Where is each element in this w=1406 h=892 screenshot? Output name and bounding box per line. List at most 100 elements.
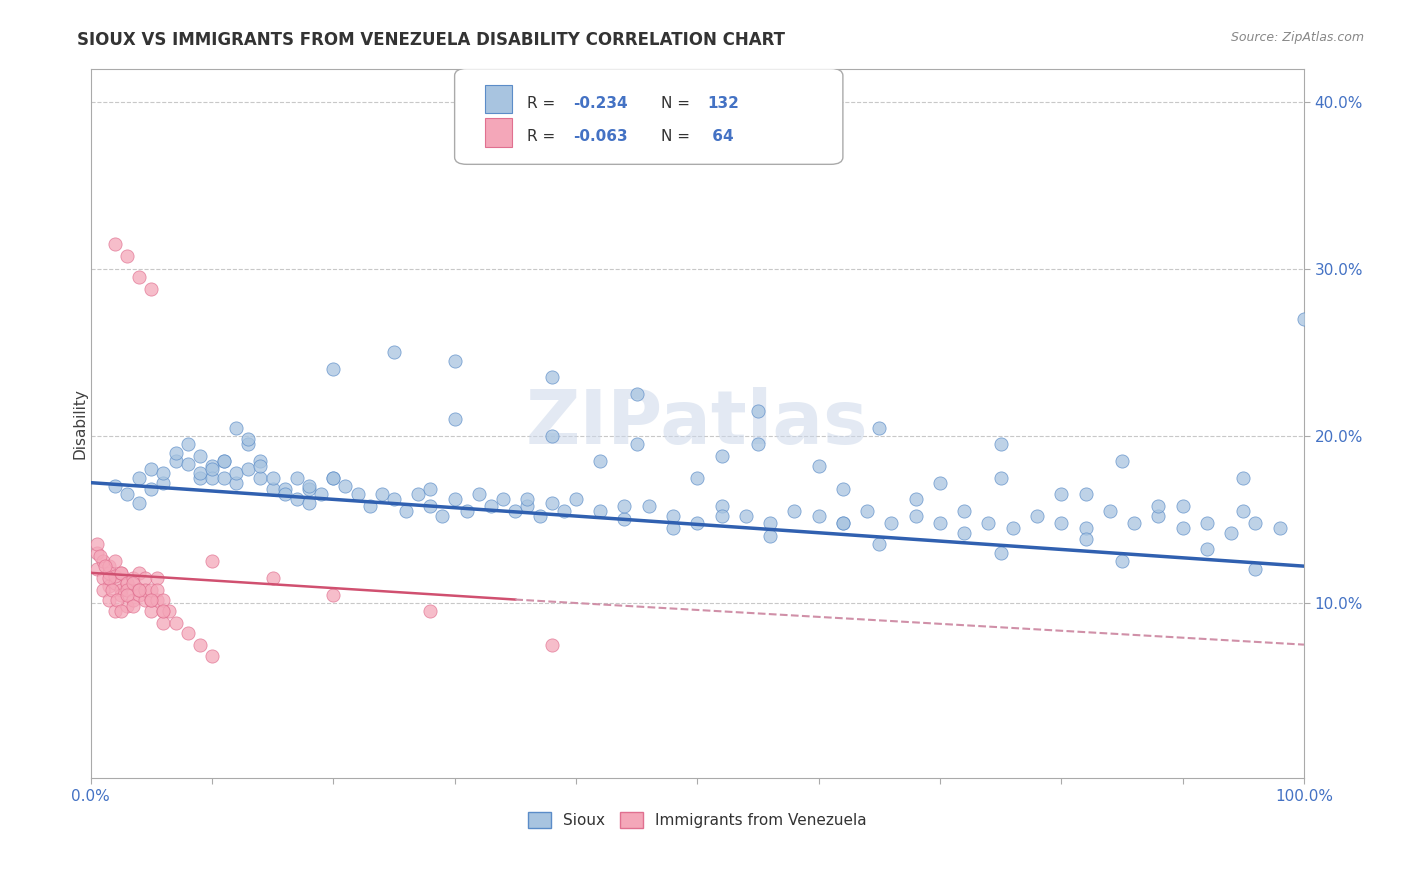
Point — [1171, 521, 1194, 535]
Point — [456, 504, 478, 518]
Point — [141, 282, 163, 296]
Text: 64: 64 — [707, 129, 734, 145]
Point — [443, 412, 465, 426]
Point — [783, 504, 806, 518]
Point — [929, 516, 952, 530]
Point — [115, 599, 138, 614]
Point — [977, 516, 1000, 530]
Point — [868, 420, 890, 434]
Point — [152, 615, 174, 630]
Point — [1268, 521, 1291, 535]
Point — [1220, 525, 1243, 540]
Text: R =: R = — [527, 95, 561, 111]
Point — [831, 516, 853, 530]
Point — [212, 454, 235, 468]
Text: -0.234: -0.234 — [574, 95, 628, 111]
Point — [176, 437, 198, 451]
Point — [1074, 487, 1097, 501]
Point — [115, 487, 138, 501]
Text: SIOUX VS IMMIGRANTS FROM VENEZUELA DISABILITY CORRELATION CHART: SIOUX VS IMMIGRANTS FROM VENEZUELA DISAB… — [77, 31, 786, 49]
Point — [589, 454, 612, 468]
Point — [371, 487, 394, 501]
Point — [807, 458, 830, 473]
Point — [86, 562, 108, 576]
Point — [212, 470, 235, 484]
Point — [101, 582, 124, 597]
Point — [516, 492, 538, 507]
Point — [747, 437, 769, 451]
Point — [395, 504, 418, 518]
Point — [201, 649, 224, 664]
Point — [990, 470, 1012, 484]
Point — [662, 521, 685, 535]
Point — [110, 582, 132, 597]
Point — [990, 437, 1012, 451]
Point — [110, 588, 132, 602]
Point — [128, 582, 150, 597]
Point — [468, 487, 491, 501]
Point — [201, 554, 224, 568]
Point — [165, 454, 187, 468]
Point — [759, 516, 782, 530]
Point — [97, 579, 120, 593]
Point — [212, 454, 235, 468]
Point — [249, 454, 271, 468]
Point — [1195, 542, 1218, 557]
Point — [122, 575, 145, 590]
Point — [516, 499, 538, 513]
Point — [94, 559, 117, 574]
Point — [238, 462, 260, 476]
Point — [322, 362, 344, 376]
Point — [831, 483, 853, 497]
Point — [188, 638, 211, 652]
Point — [868, 537, 890, 551]
Legend: Sioux, Immigrants from Venezuela: Sioux, Immigrants from Venezuela — [522, 806, 873, 834]
Point — [1232, 470, 1254, 484]
Point — [115, 582, 138, 597]
Point — [176, 457, 198, 471]
Point — [152, 592, 174, 607]
Point — [262, 483, 284, 497]
Point — [249, 458, 271, 473]
Point — [152, 475, 174, 490]
Point — [1050, 516, 1073, 530]
Point — [419, 604, 441, 618]
Point — [710, 509, 733, 524]
Point — [285, 470, 308, 484]
Point — [322, 588, 344, 602]
Point — [1195, 516, 1218, 530]
Point — [1171, 499, 1194, 513]
Point — [91, 582, 114, 597]
Point — [540, 429, 562, 443]
Point — [1244, 562, 1267, 576]
Point — [122, 592, 145, 607]
Point — [686, 516, 709, 530]
FancyBboxPatch shape — [485, 119, 512, 146]
Point — [529, 509, 551, 524]
Point — [540, 638, 562, 652]
Point — [152, 466, 174, 480]
Point — [86, 537, 108, 551]
Point — [238, 432, 260, 446]
Point — [188, 466, 211, 480]
Point — [298, 479, 321, 493]
Point — [146, 582, 169, 597]
Point — [146, 571, 169, 585]
Point — [104, 479, 127, 493]
Point — [734, 509, 756, 524]
Point — [540, 370, 562, 384]
Point — [141, 592, 163, 607]
Point — [929, 475, 952, 490]
Point — [91, 554, 114, 568]
Point — [443, 492, 465, 507]
Point — [201, 458, 224, 473]
Point — [710, 449, 733, 463]
Point — [990, 546, 1012, 560]
Point — [589, 504, 612, 518]
Point — [856, 504, 879, 518]
Point — [710, 499, 733, 513]
Point — [105, 592, 128, 607]
Point — [553, 504, 575, 518]
Point — [110, 566, 132, 580]
Point — [285, 492, 308, 507]
